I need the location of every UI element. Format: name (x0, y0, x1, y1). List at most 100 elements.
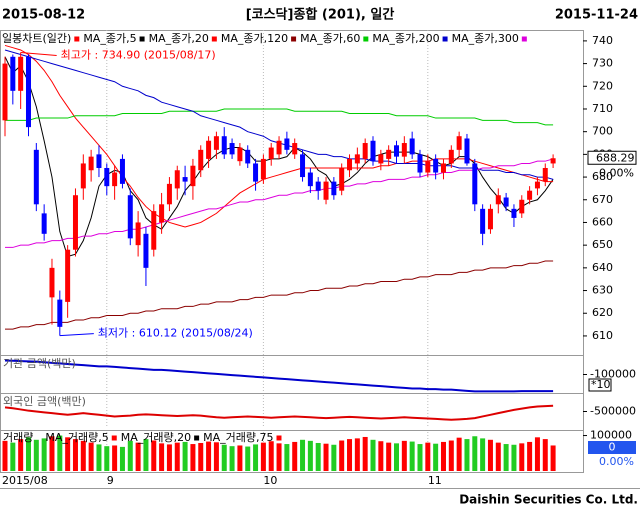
candle-body (503, 197, 509, 207)
volume-bar (206, 441, 212, 471)
candle-body (65, 249, 71, 302)
volume-bar (362, 436, 368, 471)
candle-body (2, 63, 8, 121)
volume-bar (57, 435, 63, 471)
y-tick-label: 720 (592, 79, 613, 92)
legend-label: 거래량 (3, 431, 33, 444)
volume-bar (284, 444, 290, 471)
legend-label: MA_거래량,75 (203, 431, 273, 444)
volume-bar (292, 441, 298, 471)
volume-bar (96, 444, 102, 471)
volume-bar (495, 442, 501, 471)
volume-bar (260, 442, 266, 471)
legend-marker (111, 435, 117, 441)
volume-bar (276, 443, 282, 471)
volume-bar (307, 440, 313, 471)
candle-body (511, 208, 517, 218)
volume-bar (237, 445, 243, 471)
candle-body (519, 199, 525, 214)
volume-bar (339, 440, 345, 471)
y-tick-label: 700 (592, 125, 613, 138)
volume-bar (542, 439, 548, 471)
volume-bar (464, 439, 470, 471)
y-tick-label: 610 (592, 329, 613, 342)
volume-bar (65, 437, 71, 471)
volume-bar (245, 446, 251, 471)
ma-line (5, 158, 554, 248)
volume-bar (519, 443, 525, 471)
legend-label: MA_종가,120 (221, 32, 288, 45)
candle-body (542, 167, 548, 182)
candle-body (370, 140, 376, 162)
candle-body (221, 136, 227, 155)
volume-bar (417, 444, 423, 471)
candle-body (96, 154, 102, 168)
ma-line (5, 108, 554, 126)
scale-note: *10 (591, 378, 611, 391)
candle-body (417, 154, 423, 173)
volume-bar (347, 439, 353, 471)
footer: Daishin Securities Co. Ltd. (459, 493, 638, 507)
candle-body (198, 149, 204, 171)
candle-body (253, 163, 259, 182)
volume-bar (112, 445, 118, 471)
x-tick-label: 2015/08 (2, 474, 48, 487)
y-tick-label: 740 (592, 34, 613, 47)
volume-bar (394, 443, 399, 471)
y-tick-label: 100000 (590, 429, 632, 442)
y-tick-label: 680 (592, 170, 613, 183)
candle-body (362, 143, 368, 159)
last-volume: 0 (609, 441, 616, 454)
legend-label: MA_거래량,5 (45, 431, 108, 444)
candle-body (534, 181, 540, 189)
candle-body (276, 140, 282, 155)
candle-body (550, 158, 556, 164)
candle-body (347, 158, 353, 171)
volume-bar (534, 437, 540, 471)
scale-box (588, 378, 612, 392)
volume-bar (527, 441, 533, 471)
end-date: 2015-11-24 (555, 8, 638, 23)
legend-label: 일봉차트(일간) (2, 31, 71, 45)
candle-body (229, 143, 235, 155)
y-tick-label: 650 (592, 238, 613, 251)
candle-body (300, 154, 306, 178)
volume-bar (104, 446, 110, 471)
legend-marker (74, 36, 80, 42)
candle-body (127, 195, 133, 239)
candle-body (487, 208, 493, 230)
volume-bar (511, 444, 517, 471)
volume-bar (33, 439, 39, 471)
high-pointer (20, 51, 57, 56)
volume-bar (159, 443, 165, 471)
candle-body (409, 138, 415, 155)
candle-body (284, 138, 290, 150)
legend-label: MA_거래량,20 (121, 431, 191, 444)
volume-bar (425, 442, 431, 471)
candle-body (354, 154, 360, 164)
flow-line (4, 404, 554, 421)
candle-body (472, 163, 478, 205)
candle-body (448, 149, 454, 164)
volume-bar (409, 441, 415, 471)
ma-line (5, 260, 554, 330)
candle-body (143, 233, 149, 268)
x-tick-label: 9 (107, 474, 114, 487)
panel-title: 기관 금액(백만) (3, 357, 76, 370)
ma-line (4, 44, 554, 228)
volume-panel (0, 430, 584, 473)
volume-bar (198, 442, 204, 471)
candle-body (440, 163, 446, 173)
volume-bar (221, 444, 227, 471)
legend-label: MA_종가,5 (83, 32, 136, 45)
volume-bar (331, 444, 337, 471)
volume-bar (323, 443, 329, 471)
candle-body (151, 211, 157, 250)
candle-body (10, 56, 16, 91)
volume-bar (378, 441, 384, 471)
candle-body (331, 181, 337, 196)
legend-marker (291, 36, 297, 42)
volume-bar (480, 438, 486, 471)
volume-bar (448, 440, 454, 471)
